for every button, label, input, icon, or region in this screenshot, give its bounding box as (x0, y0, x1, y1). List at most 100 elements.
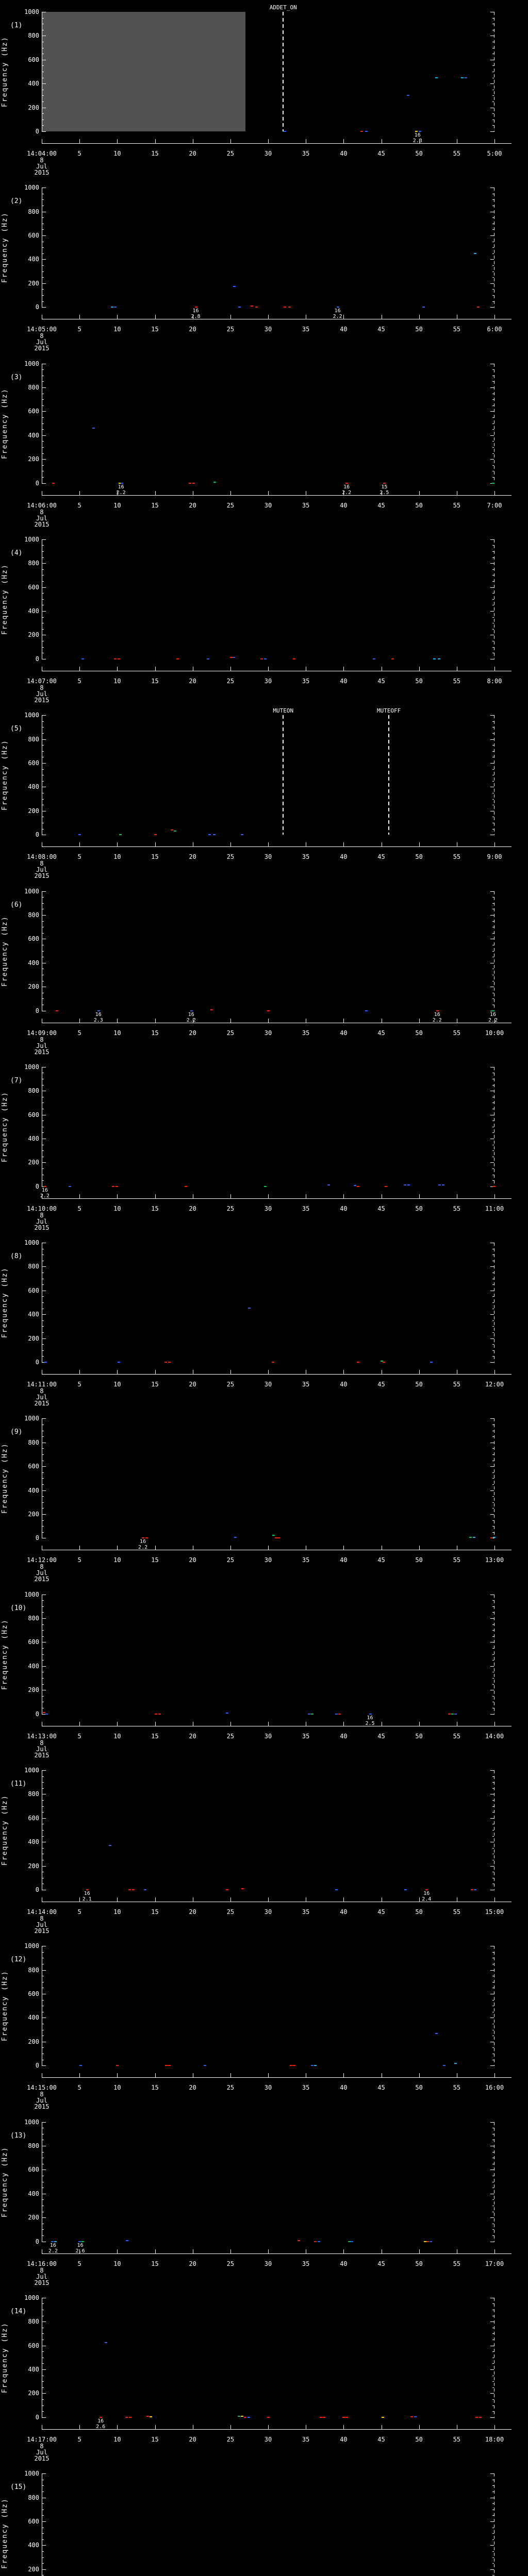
detection-speck (465, 77, 468, 78)
y-minor-tick (42, 781, 44, 782)
x-tick (268, 1897, 269, 1902)
y-minor-tick-right (492, 1150, 494, 1151)
y-major-tick-right (490, 1714, 494, 1715)
y-tick-label: 200 (28, 631, 39, 639)
detection-speck (385, 1185, 388, 1187)
y-major-tick (42, 2569, 46, 2570)
y-minor-tick (42, 545, 44, 546)
y-minor-tick-right (492, 1636, 494, 1637)
y-axis-title: Frequency (Hz) (1, 2146, 9, 2217)
date-label: 8 (40, 1915, 44, 1922)
detection-speck (264, 658, 267, 659)
detection-count-label: 16 (434, 1011, 440, 1018)
x-tick-label: 10 (113, 1381, 121, 1388)
y-minor-tick-right (492, 1332, 494, 1333)
y-minor-tick-right (492, 1600, 494, 1601)
y-minor-tick (42, 277, 44, 278)
x-tick-label: 55 (453, 1556, 461, 1564)
y-minor-tick-right (492, 733, 494, 734)
y-minor-tick (42, 465, 44, 466)
x-tick (79, 1897, 80, 1902)
detection-speck (272, 1535, 275, 1536)
x-tick (155, 666, 156, 671)
x-tick (343, 1546, 344, 1550)
date-label: 8 (40, 1563, 44, 1571)
y-minor-tick (42, 1520, 44, 1521)
y-minor-tick (42, 1648, 44, 1649)
x-tick-label: 45 (377, 1205, 385, 1212)
y-tick-label: 800 (28, 383, 39, 391)
y-major-tick (42, 483, 46, 484)
detection-speck (232, 657, 235, 658)
x-tick-label: 18:00 (485, 2435, 504, 2443)
x-tick (494, 2073, 495, 2078)
y-minor-tick (42, 2399, 44, 2400)
x-tick-label: 35 (302, 326, 310, 333)
y-minor-tick-right (492, 599, 494, 600)
y-minor-tick-right (492, 1848, 494, 1849)
y-minor-tick-right (492, 2303, 494, 2304)
y-minor-tick-right (492, 1952, 494, 1953)
y-minor-tick (42, 998, 44, 999)
detection-count-label: 16 (50, 2242, 56, 2248)
y-tick-label: 400 (28, 1311, 39, 1318)
y-minor-tick (42, 399, 44, 400)
detection-speck (132, 1889, 135, 1890)
x-tick (268, 842, 269, 847)
y-minor-tick (42, 1788, 44, 1789)
y-tick-label: 600 (28, 232, 39, 240)
y-tick-label: 1000 (24, 887, 39, 895)
x-tick-label: 13:00 (485, 1556, 504, 1564)
y-major-tick (42, 459, 46, 460)
detection-speck (442, 1184, 445, 1185)
x-tick-label: 55 (453, 1381, 461, 1388)
x-tick-label: 50 (415, 1205, 423, 1212)
y-major-tick-right (490, 1362, 494, 1363)
y-minor-tick-right (492, 277, 494, 278)
y-tick-label: 0 (35, 655, 39, 663)
y-minor-tick-right (492, 1606, 494, 1607)
detection-speck (149, 2416, 152, 2417)
detection-speck (424, 2241, 427, 2242)
x-tick-label: 8:00 (487, 677, 502, 685)
detection-count-label: 16 (367, 1715, 373, 1721)
x-tick (419, 666, 420, 671)
x-tick (268, 315, 269, 319)
y-minor-tick-right (492, 1678, 494, 1679)
detection-speck (473, 252, 476, 254)
y-minor-tick (42, 2047, 44, 2048)
y-axis-title: Frequency (Hz) (1, 1794, 9, 1866)
panel-index-label: (8) (10, 1252, 23, 1261)
y-minor-tick (42, 429, 44, 430)
detection-magnitude-label: 2.2 (333, 314, 342, 320)
x-tick-label: 50 (415, 1029, 423, 1037)
y-minor-tick (42, 617, 44, 618)
y-minor-tick-right (492, 1654, 494, 1655)
y-major-tick-right (490, 1162, 494, 1163)
detection-speck (225, 1889, 228, 1890)
x-tick-label: 15 (151, 1908, 159, 1916)
y-tick-label: 800 (28, 1263, 39, 1270)
x-tick-label: 20 (189, 1732, 196, 1740)
detection-speck (105, 2342, 108, 2343)
y-minor-tick-right (492, 1800, 494, 1801)
date-label: Jul (36, 514, 47, 522)
detection-speck (354, 1184, 357, 1186)
y-minor-tick (42, 1350, 44, 1351)
y-major-tick-right (490, 2473, 494, 2475)
x-tick-label: 25 (226, 1732, 235, 1740)
y-tick-label: 0 (35, 1182, 39, 1190)
x-tick (268, 139, 269, 143)
x-tick (343, 666, 344, 671)
x-tick-label: 40 (340, 1908, 348, 1916)
date-label: 8 (40, 2442, 44, 2450)
y-tick-label: 400 (28, 783, 39, 791)
y-major-tick-right (490, 2369, 494, 2370)
x-tick (79, 490, 80, 495)
x-tick-label: 50 (415, 2084, 423, 2092)
spectrogram-panel: 0 200 400 600 800 1000 Frequency (Hz) (3) 14:06:… (0, 354, 528, 530)
detection-speck (422, 307, 425, 308)
x-tick-label: 25 (226, 1908, 235, 1916)
x-tick (79, 1370, 80, 1375)
detection-speck (243, 2416, 246, 2418)
